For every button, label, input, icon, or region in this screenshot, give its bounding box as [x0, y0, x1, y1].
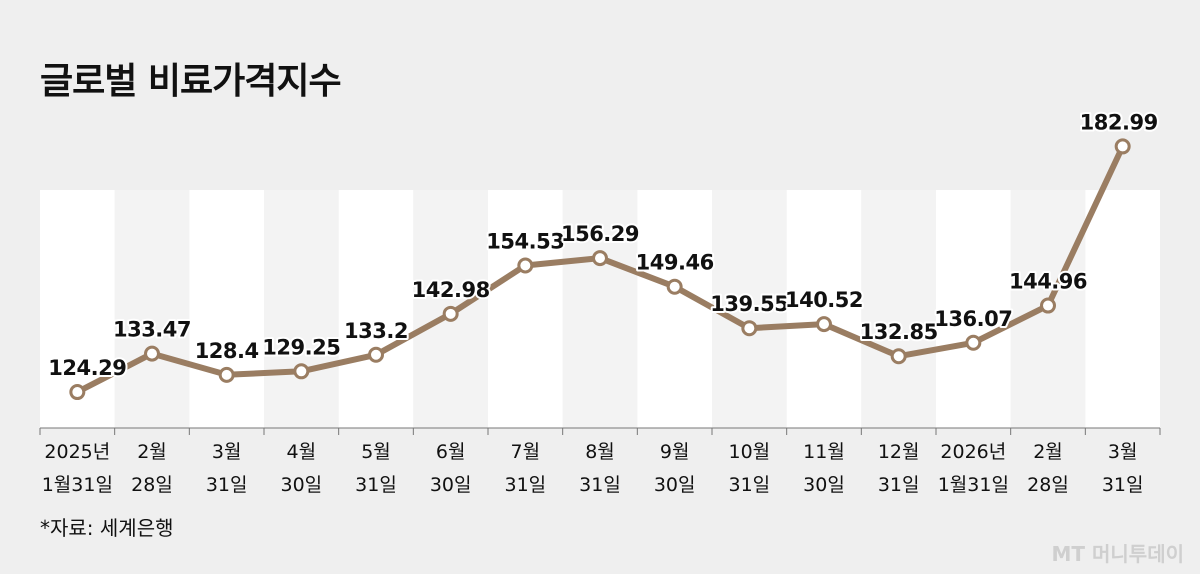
data-point — [741, 320, 758, 337]
data-label: 182.99 — [1080, 110, 1158, 134]
data-point — [1114, 138, 1131, 155]
x-tick-label: 30일 — [280, 474, 322, 496]
x-tick-label: 4월 — [287, 441, 317, 463]
column-band — [488, 190, 563, 428]
data-point — [144, 345, 160, 362]
x-tick-label: 30일 — [803, 474, 845, 496]
data-point — [666, 278, 683, 295]
data-label: 132.85 — [860, 320, 938, 344]
data-point — [592, 250, 608, 267]
column-band — [562, 190, 638, 428]
data-point — [517, 257, 534, 274]
column-band — [936, 190, 1011, 428]
data-label: 136.07 — [934, 307, 1012, 331]
x-tick-label: 31일 — [728, 474, 770, 496]
column-band — [1085, 190, 1160, 428]
x-tick-label: 5월 — [361, 441, 391, 463]
data-label: 128.4 — [195, 339, 259, 363]
x-tick-label: 28일 — [131, 474, 173, 496]
column-band — [114, 190, 190, 428]
data-label: 154.53 — [486, 230, 564, 254]
x-tick-label: 8월 — [585, 441, 615, 463]
x-tick-label: 31일 — [355, 474, 397, 496]
column-band — [338, 190, 414, 428]
x-tick-label: 9월 — [660, 441, 690, 463]
x-tick-label: 2026년 — [940, 441, 1006, 463]
x-tick-label: 31일 — [206, 474, 248, 496]
column-band — [786, 190, 862, 428]
x-tick-label: 12월 — [878, 441, 920, 463]
x-tick-label: 2월 — [1033, 441, 1063, 463]
data-label: 140.52 — [785, 288, 863, 312]
x-tick-label: 28일 — [1027, 474, 1069, 496]
data-point — [816, 316, 832, 333]
data-label: 149.46 — [636, 251, 714, 275]
data-point — [442, 305, 459, 322]
data-label: 142.98 — [412, 278, 490, 302]
x-tick-label: 1월31일 — [938, 474, 1009, 496]
column-band — [264, 190, 339, 428]
column-band — [189, 190, 264, 428]
x-tick-label: 31일 — [579, 474, 621, 496]
column-bands — [40, 190, 1160, 428]
chart-title: 글로벌 비료가격지수 — [40, 61, 342, 102]
x-tick-label: 2025년 — [44, 441, 110, 463]
data-label: 133.2 — [344, 319, 408, 343]
x-tick-label: 7월 — [511, 441, 541, 463]
data-point — [69, 384, 86, 401]
data-point — [965, 334, 982, 351]
data-label: 156.29 — [561, 222, 639, 246]
x-tick-label: 31일 — [504, 474, 546, 496]
data-label: 139.55 — [710, 292, 788, 316]
x-tick-label: 11월 — [803, 441, 845, 463]
x-axis-ticks — [39, 428, 1161, 435]
data-label: 124.29 — [48, 356, 126, 380]
publisher-logo: MT 머니투데이 — [1051, 542, 1184, 566]
data-points — [69, 138, 1131, 401]
x-tick-label: 6월 — [436, 441, 466, 463]
x-tick-label: 2월 — [137, 441, 167, 463]
x-tick-label: 30일 — [654, 474, 696, 496]
x-tick-label: 3월 — [212, 441, 242, 463]
x-tick-label: 3월 — [1108, 441, 1138, 463]
data-label: 144.96 — [1009, 270, 1087, 294]
data-point — [890, 348, 907, 365]
data-point — [1040, 297, 1056, 314]
x-tick-label: 1월31일 — [42, 474, 113, 496]
source-note: *자료: 세계은행 — [40, 516, 174, 540]
x-axis-labels: 2025년 1월31일 2월 28일 3월 31일 4월 30일 5월 31일 6월 30일 7월 31일… — [42, 441, 1144, 496]
data-label: 129.25 — [262, 335, 340, 359]
column-band — [637, 190, 712, 428]
data-label: 133.47 — [113, 318, 191, 342]
data-point — [368, 346, 384, 363]
column-band — [712, 190, 787, 428]
x-tick-label: 31일 — [1102, 474, 1144, 496]
data-point — [218, 366, 235, 383]
x-tick-label: 30일 — [430, 474, 472, 496]
column-band — [861, 190, 936, 428]
x-tick-label: 10월 — [728, 441, 770, 463]
data-point — [293, 363, 310, 380]
x-tick-label: 31일 — [878, 474, 920, 496]
